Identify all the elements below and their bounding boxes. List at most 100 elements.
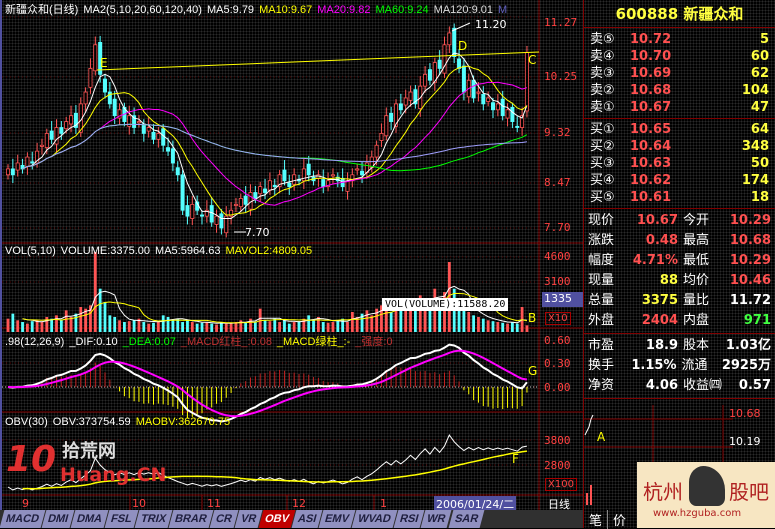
sell-row[interactable]: 卖① 10.67 47	[584, 99, 775, 116]
tab-cr[interactable]: CR	[209, 510, 239, 528]
candle-body	[243, 195, 248, 205]
sell-row[interactable]: 卖③ 10.69 62	[584, 65, 775, 82]
volume-bar	[152, 322, 155, 332]
candle-body	[146, 127, 151, 132]
period-label[interactable]: 日线	[548, 498, 570, 511]
candle-body	[384, 115, 389, 137]
volume-bar	[229, 322, 233, 332]
buy-price: 10.61	[630, 190, 672, 205]
candle-body	[132, 115, 137, 128]
volume-bar	[220, 322, 223, 332]
candle-body	[209, 205, 214, 223]
sell-row[interactable]: 卖⑤ 10.72 5	[584, 31, 775, 48]
sell-row[interactable]: 卖④ 10.70 60	[584, 48, 775, 65]
volume-bar	[171, 320, 175, 332]
volume-bar	[292, 322, 296, 332]
buy-price: 10.62	[630, 173, 672, 188]
tab-obv[interactable]: OBV	[258, 510, 296, 528]
chart-canvas[interactable]: E D C B G F 11.20 7.70	[2, 0, 585, 510]
volume-bar	[79, 307, 83, 332]
candle-body	[457, 58, 462, 69]
volume-bar	[375, 308, 378, 332]
volume-bar	[103, 302, 107, 332]
volume-bar	[360, 313, 364, 332]
high-arrow	[451, 22, 471, 32]
buy-row[interactable]: 买① 10.65 64	[584, 121, 775, 138]
tab-emv[interactable]: EMV	[318, 510, 356, 528]
candle-body	[520, 115, 525, 128]
candle-body	[253, 192, 258, 199]
tab-fsl[interactable]: FSL	[104, 510, 139, 528]
annotation-c: C	[528, 53, 536, 67]
volume-bar	[30, 321, 34, 332]
buy-row[interactable]: 买② 10.64 348	[584, 138, 775, 155]
stat-row: 现价 10.67 今开 10.29	[584, 211, 775, 231]
volume-bar	[491, 321, 495, 332]
obv-header: OBV(30) OBV:373754.59 MAOBV:362670.75	[5, 416, 235, 428]
fund-value: 4.06	[645, 378, 678, 393]
advertisement[interactable]: 杭州 股吧 www.hzguba.com	[637, 462, 775, 528]
tab-rsi[interactable]: RSI	[393, 510, 425, 528]
candle-body	[267, 180, 272, 191]
volume-bar	[321, 322, 325, 332]
stat-label: 量比	[683, 293, 710, 308]
candle-body	[117, 109, 122, 119]
obv-value: OBV:373754.59	[52, 416, 131, 428]
tab-tick[interactable]: 笔	[584, 510, 609, 529]
volume-bar	[336, 320, 340, 332]
fund-label: 换手	[588, 358, 615, 373]
stat-value: 10.46	[729, 273, 771, 288]
buy-row[interactable]: 买⑤ 10.61 18	[584, 189, 775, 206]
fund-row: 换手 1.15% 流通 2925万	[584, 356, 775, 376]
tab-brar[interactable]: BRAR	[168, 510, 214, 528]
candle-body	[54, 127, 59, 145]
buy-row[interactable]: 买④ 10.62 174	[584, 172, 775, 189]
macd-tick: 0.00	[544, 381, 571, 394]
sell-label: 卖⑤	[590, 32, 615, 47]
tab-price[interactable]: 价	[613, 514, 627, 529]
volume-bar	[457, 302, 461, 332]
tab-dma[interactable]: DMA	[70, 510, 109, 528]
kline-chart-area[interactable]: E D C B G F 11.20 7.70 新疆众和(日线) MA2(5,10,20,60,1…	[0, 0, 585, 512]
tab-asi[interactable]: ASI	[291, 510, 323, 528]
candle-body	[476, 91, 481, 94]
volume-bar	[127, 321, 131, 332]
buy-row[interactable]: 买③ 10.63 50	[584, 155, 775, 172]
ma20-value: MA20:9.82	[317, 4, 371, 16]
candle-body	[6, 168, 11, 176]
month-label: 11	[207, 497, 221, 510]
volume-bar	[428, 298, 432, 332]
volume-bar	[137, 318, 141, 332]
volume-bar	[423, 302, 427, 332]
buy-label: 买④	[590, 173, 615, 188]
tab-wr[interactable]: WR	[420, 510, 452, 528]
buy-price: 10.64	[630, 139, 672, 154]
dea-line	[7, 349, 528, 418]
tab-dmi[interactable]: DMI	[41, 510, 75, 528]
logo-number: 10	[6, 439, 57, 480]
macd-tick: 0.60	[544, 334, 571, 347]
stat-label: 涨跌	[588, 233, 615, 248]
tab-trix[interactable]: TRIX	[134, 510, 173, 528]
tab-wvad[interactable]: WVAD	[351, 510, 398, 528]
candle-body	[112, 98, 117, 117]
obv-unit: X100	[545, 478, 577, 491]
candle-body	[486, 97, 491, 102]
tab-sar[interactable]: SAR	[448, 510, 485, 528]
candle-body	[141, 123, 146, 134]
volume-bar	[331, 322, 335, 332]
volume-bar	[414, 305, 417, 332]
ma120-value: MA120:9.01	[433, 4, 493, 16]
mini-price-line	[584, 414, 594, 436]
buy-volume: 174	[741, 173, 769, 188]
sell-volume: 5	[759, 32, 769, 47]
stat-value: 10.68	[729, 233, 771, 248]
sell-row[interactable]: 卖② 10.68 104	[584, 82, 775, 99]
mini-vol-bar	[586, 493, 588, 505]
stat-value: 2404	[641, 313, 678, 328]
tab-macd[interactable]: MACD	[0, 510, 46, 528]
candle-body	[136, 121, 141, 124]
sell-volume: 47	[750, 100, 769, 115]
volume-bar	[268, 321, 272, 332]
price-tick: 11.27	[544, 16, 578, 29]
